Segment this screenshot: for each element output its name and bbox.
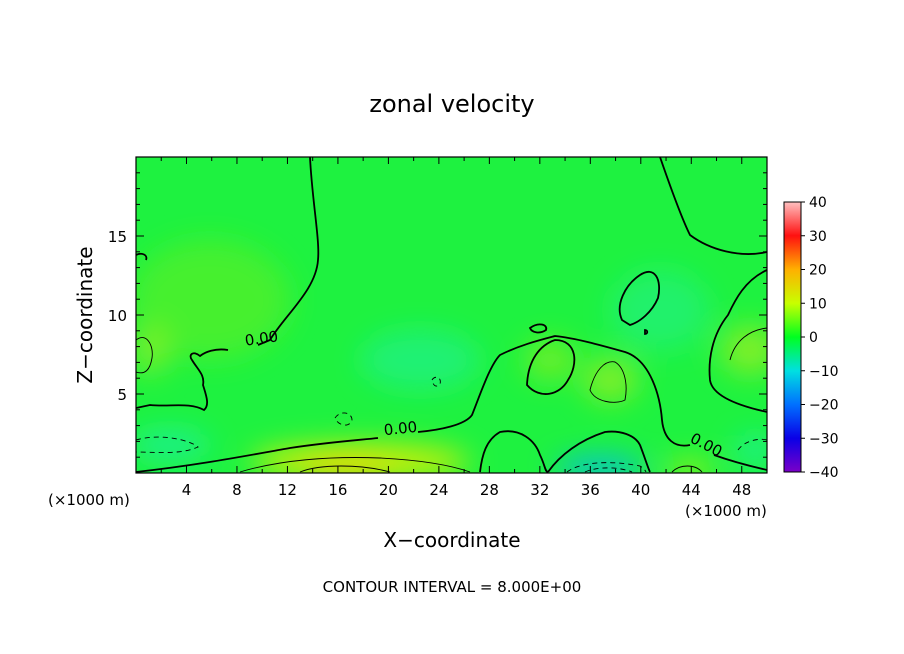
- contour-label: 0.00: [244, 327, 280, 349]
- x-tick-label: 40: [631, 481, 650, 499]
- x-tick-label: 32: [530, 481, 549, 499]
- colorbar-tick-label: −20: [809, 398, 839, 414]
- colorbar: [783, 201, 802, 473]
- x-unit-left: (×1000 m): [48, 491, 130, 509]
- colorbar-tick-label: −10: [809, 364, 839, 380]
- y-axis-label: Z−coordinate: [73, 246, 97, 383]
- x-tick-label: 24: [429, 481, 448, 499]
- contour-lines-dashed: [136, 376, 767, 473]
- contour-lines-thin: [136, 327, 767, 473]
- x-axis-ticks: 4 8 12 16 20 24 28 32 36 40 44 48: [160, 157, 751, 499]
- x-tick-label: 36: [581, 481, 600, 499]
- chart-title: zonal velocity: [369, 90, 534, 118]
- x-unit-right: (×1000 m): [685, 502, 767, 520]
- contour-lines: [136, 157, 767, 473]
- colorbar-tick-label: 30: [809, 229, 827, 245]
- colorbar-tick-label: −30: [809, 431, 839, 447]
- x-tick-label: 16: [328, 481, 347, 499]
- x-tick-label: 12: [278, 481, 297, 499]
- y-tick-label: 5: [117, 386, 127, 404]
- colorbar-tick-label: 20: [809, 263, 827, 279]
- x-axis-label: X−coordinate: [383, 528, 520, 552]
- colorbar-tick-label: 0: [809, 330, 818, 346]
- plot-area: [136, 157, 767, 473]
- x-tick-label: 28: [480, 481, 499, 499]
- colorbar-tick-label: −40: [809, 465, 839, 481]
- x-tick-label: 20: [379, 481, 398, 499]
- x-tick-label: 48: [732, 481, 751, 499]
- x-tick-label: 8: [232, 481, 242, 499]
- colorbar-tick-label: 10: [809, 296, 827, 312]
- x-tick-label: 44: [682, 481, 701, 499]
- colorbar-tick-label: 40: [809, 195, 827, 211]
- x-tick-label: 4: [182, 481, 192, 499]
- y-tick-label: 10: [108, 307, 127, 325]
- contour-interval-footer: CONTOUR INTERVAL = 8.000E+00: [323, 578, 582, 596]
- y-tick-label: 15: [108, 228, 127, 246]
- colorbar-ticks: 40 30 20 10 0 −10 −20 −30 −40: [801, 195, 839, 481]
- contour-label: 0.00: [383, 418, 418, 439]
- y-axis-ticks: 5 10 15: [108, 172, 767, 458]
